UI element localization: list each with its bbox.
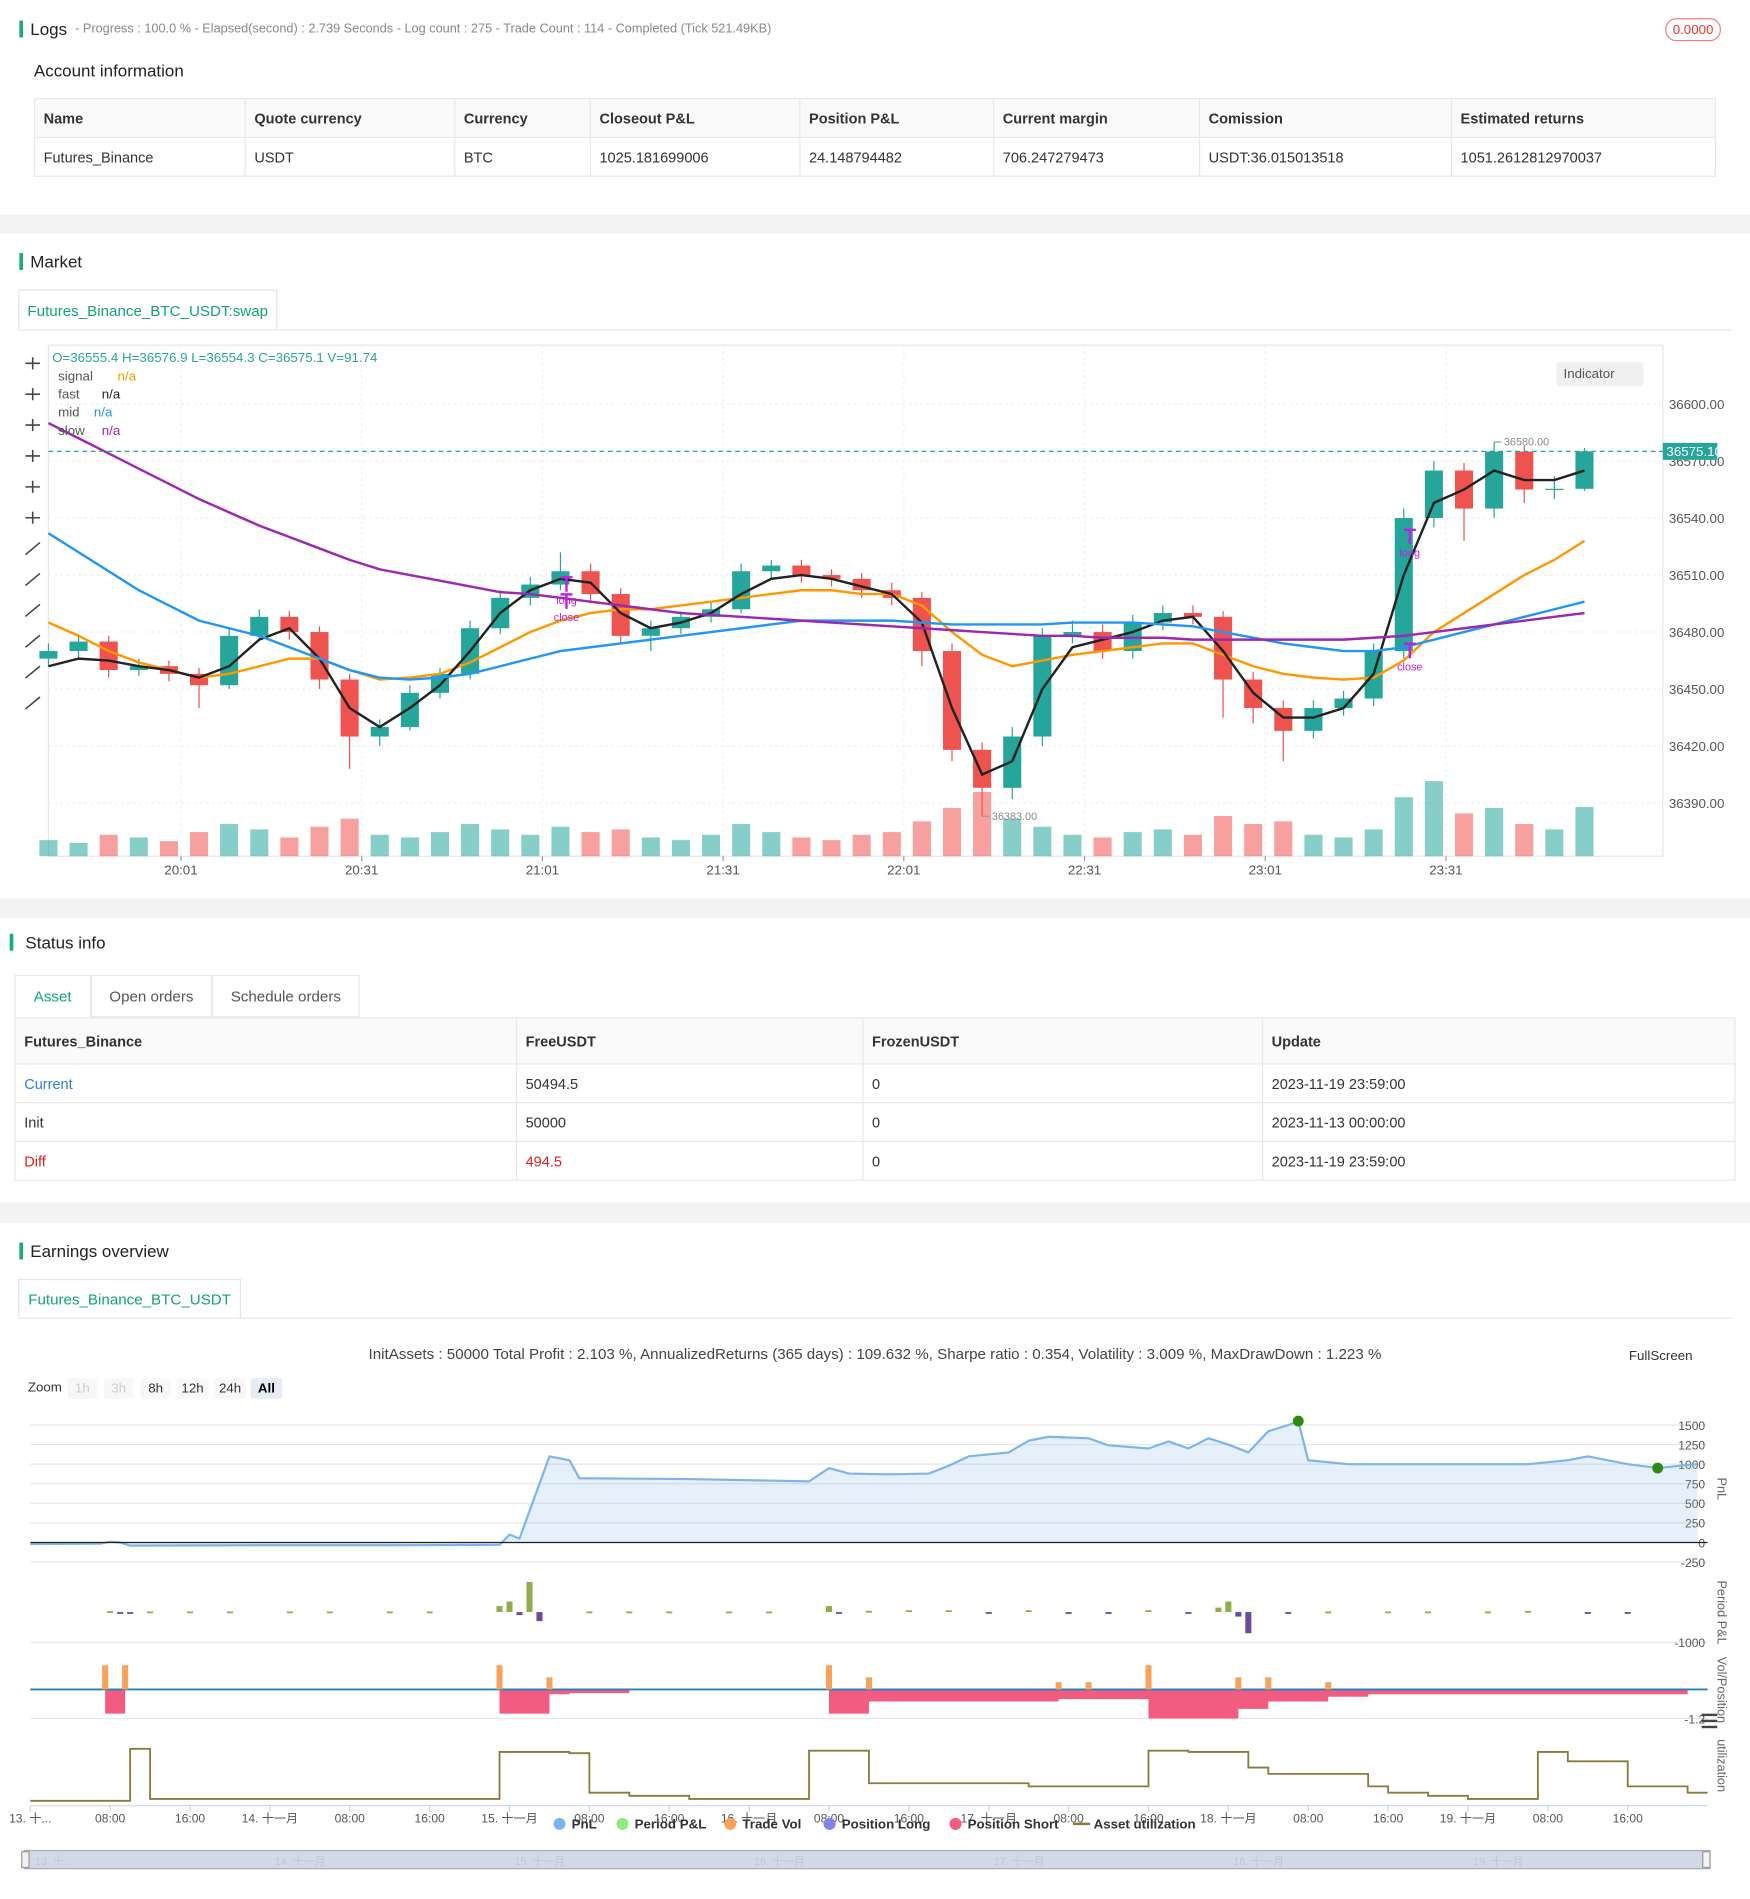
zoom-button[interactable]: 12h — [176, 1378, 209, 1399]
cell: 2023-11-19 23:59:00 — [1261, 1063, 1736, 1104]
indicator-button[interactable]: Indicator — [1556, 362, 1644, 387]
cell: Init — [14, 1102, 518, 1143]
cell: 2023-11-13 00:00:00 — [1261, 1102, 1736, 1143]
fullscreen-button[interactable]: FullScreen — [1628, 1349, 1693, 1364]
tab-rule — [18, 329, 1732, 331]
section-marker — [9, 933, 14, 951]
status-tab[interactable]: Schedule orders — [211, 974, 360, 1018]
header-cell: FrozenUSDT — [862, 1017, 1264, 1065]
cell: USDT:36.015013518 — [1198, 136, 1453, 177]
cell: 706.247279473 — [993, 136, 1201, 177]
zoom-button[interactable]: 8h — [140, 1378, 171, 1399]
cell: 1051.2612812970037 — [1450, 136, 1717, 177]
account-table: Name Quote currency Currency Closeout P&L Po… — [33, 98, 1717, 177]
section-title: Market — [30, 251, 83, 272]
header-cell: Closeout P&L — [589, 98, 801, 139]
indicator-label[interactable]: Indicator — [1563, 366, 1615, 382]
header-cell: Update — [1261, 1017, 1736, 1065]
cell: Current — [14, 1063, 518, 1104]
cell: 50494.5 — [515, 1063, 864, 1104]
earnings-section: Earnings overview Futures_Binance_BTC_US… — [0, 1223, 1750, 1899]
zoom-button[interactable]: 3h — [104, 1378, 134, 1399]
logs-section: Logs - Progress : 100.0 % - Elapsed(seco… — [0, 0, 1750, 215]
section-marker — [19, 1242, 24, 1260]
cell: 0 — [862, 1063, 1264, 1104]
row: Init 50000 0 2023-11-13 00:00:00 — [14, 1102, 1736, 1143]
section-marker — [19, 20, 24, 38]
row: Diff 494.5 0 2023-11-19 23:59:00 — [14, 1140, 1736, 1181]
earnings-tab[interactable]: Futures_Binance_BTC_USDT — [18, 1278, 242, 1319]
stats-line: InitAssets : 50000 Total Profit : 2.103 … — [368, 1345, 1382, 1363]
cell: 494.5 — [515, 1140, 864, 1181]
cell: 50000 — [515, 1102, 864, 1143]
log-summary: - Progress : 100.0 % - Elapsed(second) :… — [75, 21, 772, 37]
section-title: Earnings overview — [30, 1241, 169, 1261]
section-marker — [19, 253, 24, 271]
section-title: Logs — [30, 19, 68, 39]
market-section: Market Futures_Binance_BTC_USDT:swap Ind… — [0, 233, 1750, 899]
cell: BTC — [454, 136, 592, 177]
market-tab[interactable]: Futures_Binance_BTC_USDT:swap — [18, 289, 278, 331]
cell: 24.148794482 — [799, 136, 995, 177]
cell: 1025.181699006 — [589, 136, 801, 177]
zoom-label: Zoom — [27, 1380, 62, 1396]
profit-badge: 0.0000 — [1665, 18, 1721, 42]
tab-rule — [18, 1317, 1732, 1319]
zoom-button[interactable]: 24h — [214, 1378, 246, 1399]
header-cell: Currency — [454, 98, 592, 139]
zoom-button[interactable]: 1h — [67, 1378, 97, 1399]
header-cell: Futures_Binance — [14, 1017, 518, 1065]
header-cell: Estimated returns — [1450, 98, 1717, 139]
header-cell: Quote currency — [244, 98, 456, 139]
cell: Diff — [14, 1140, 518, 1181]
status-tab[interactable]: Open orders — [90, 974, 212, 1018]
cell: 0 — [862, 1102, 1264, 1143]
header-cell: Name — [33, 98, 246, 139]
account-title: Account information — [33, 60, 184, 80]
status-section: Status info Asset Open orders Schedule ord… — [0, 917, 1750, 1203]
section-title: Status info — [25, 932, 106, 952]
header-row: Name Quote currency Currency Closeout P&L Po… — [33, 98, 1717, 139]
cell: 2023-11-19 23:59:00 — [1261, 1140, 1736, 1181]
row: Futures_Binance USDT BTC 1025.181699006 24.1… — [33, 136, 1717, 177]
header-cell: FreeUSDT — [515, 1017, 864, 1065]
header-cell: Current margin — [993, 98, 1201, 139]
cell: 0 — [862, 1140, 1264, 1181]
asset-table: Futures_Binance FreeUSDT FrozenUSDT Update C… — [14, 1017, 1736, 1181]
header-cell: Comission — [1198, 98, 1453, 139]
zoom-button[interactable]: All — [250, 1378, 283, 1399]
row: Current 50494.5 0 2023-11-19 23:59:00 — [14, 1063, 1736, 1104]
header-row: Futures_Binance FreeUSDT FrozenUSDT Update — [14, 1017, 1736, 1065]
header-cell: Position P&L — [799, 98, 995, 139]
cell: USDT — [244, 136, 456, 177]
cell: Futures_Binance — [33, 136, 246, 177]
status-tab[interactable]: Asset — [14, 974, 91, 1018]
